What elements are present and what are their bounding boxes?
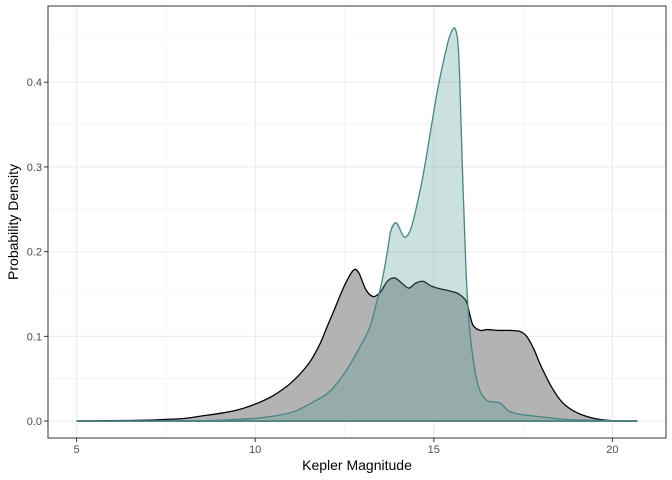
y-tick-label: 0.2: [27, 247, 42, 259]
density-fill-1: [76, 269, 638, 422]
x-axis-ticks: 5 10 15 20: [74, 438, 619, 456]
y-tick-label: 0.4: [27, 77, 42, 89]
x-axis-title: Kepler Magnitude: [302, 457, 412, 473]
x-tick-label: 20: [606, 444, 618, 456]
y-tick-label: 0.1: [27, 331, 42, 343]
y-tick-label: 0.0: [27, 416, 42, 428]
panel-border: [47, 5, 667, 439]
x-tick-label: 10: [249, 444, 261, 456]
x-tick-label: 15: [428, 444, 440, 456]
density-areas: [76, 27, 638, 422]
y-axis-title: Probability Density: [5, 164, 21, 280]
y-tick-label: 0.3: [27, 162, 42, 174]
density-line-1: [76, 268, 638, 422]
y-axis-ticks: 0.0 0.1 0.2 0.3 0.4: [27, 77, 48, 428]
density-line-2: [76, 27, 638, 422]
x-tick-label: 5: [74, 444, 80, 456]
